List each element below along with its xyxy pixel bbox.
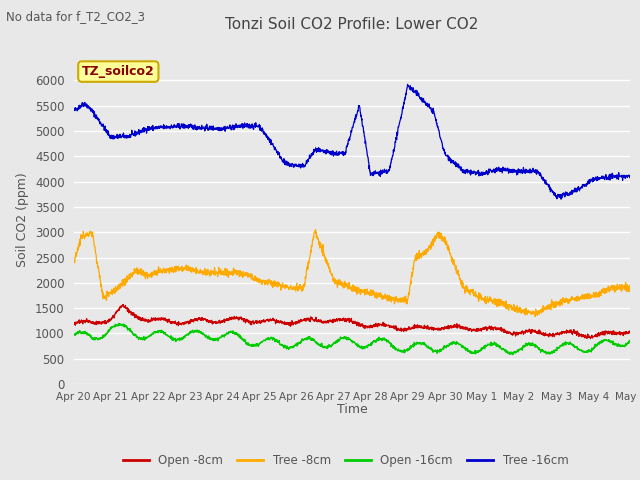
Text: TZ_soilco2: TZ_soilco2 xyxy=(82,65,155,78)
X-axis label: Time: Time xyxy=(337,403,367,416)
Text: Tonzi Soil CO2 Profile: Lower CO2: Tonzi Soil CO2 Profile: Lower CO2 xyxy=(225,17,479,32)
Y-axis label: Soil CO2 (ppm): Soil CO2 (ppm) xyxy=(17,172,29,267)
Text: No data for f_T2_CO2_3: No data for f_T2_CO2_3 xyxy=(6,10,145,23)
Legend: Open -8cm, Tree -8cm, Open -16cm, Tree -16cm: Open -8cm, Tree -8cm, Open -16cm, Tree -… xyxy=(118,449,573,472)
